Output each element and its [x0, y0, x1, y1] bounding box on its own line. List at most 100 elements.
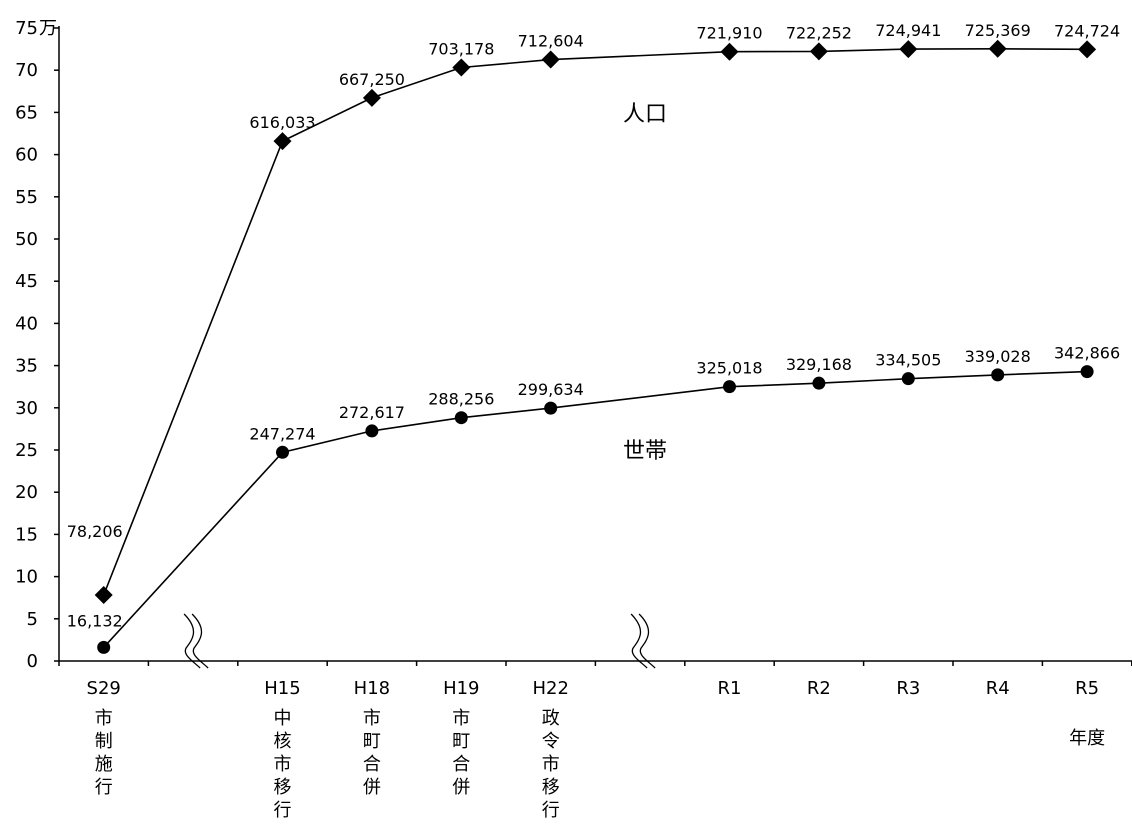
data-point — [273, 132, 292, 151]
data-point — [809, 42, 828, 61]
x-tick-label: R5 — [1075, 678, 1099, 699]
data-label: 722,252 — [786, 23, 852, 42]
y-tick-label: 75 — [15, 18, 38, 39]
data-label: 288,256 — [428, 390, 494, 409]
y-tick-label: 60 — [15, 145, 38, 166]
x-tick-label: H22 — [532, 678, 568, 699]
y-tick-label: 5 — [27, 609, 38, 630]
y-tick-label: 25 — [15, 440, 38, 461]
data-point — [1078, 40, 1097, 59]
x-tick-sublabel: 行 — [542, 800, 560, 821]
x-tick-label: R2 — [807, 678, 831, 699]
y-tick-label: 55 — [15, 187, 38, 208]
y-unit-label: 万 — [39, 18, 57, 39]
y-tick-label: 35 — [15, 356, 38, 377]
data-label: 721,910 — [696, 24, 762, 43]
x-tick-sublabel: 行 — [95, 777, 113, 798]
data-label: 725,369 — [965, 21, 1031, 40]
x-tick-sublabel: 施 — [95, 754, 113, 775]
data-point — [454, 411, 468, 425]
y-tick-label: 40 — [15, 313, 38, 334]
x-tick-sublabel: 令 — [542, 731, 560, 752]
data-point — [452, 58, 471, 77]
y-tick-label: 30 — [15, 398, 38, 419]
y-tick-label: 10 — [15, 567, 38, 588]
data-label: 325,018 — [696, 359, 762, 378]
x-tick-sublabel: 行 — [274, 800, 292, 821]
data-point — [720, 42, 739, 61]
series-line-1 — [103, 370, 1088, 648]
x-tick-sublabel: 併 — [452, 777, 470, 798]
x-tick-sublabel: 核 — [274, 731, 292, 752]
data-point — [991, 368, 1005, 382]
x-tick-sublabel: 市 — [274, 754, 292, 775]
x-tick-sublabel: 町 — [452, 731, 470, 752]
axis-break-mark — [191, 613, 209, 669]
x-tick-label: H18 — [354, 678, 390, 699]
x-tick-sublabel: 移 — [542, 777, 560, 798]
data-point — [544, 401, 558, 415]
series-line-0 — [102, 47, 1088, 596]
x-tick-label: H19 — [443, 678, 479, 699]
y-tick-label: 15 — [15, 524, 38, 545]
x-tick-sublabel: 政 — [542, 708, 560, 729]
x-tick-sublabel: 町 — [363, 731, 381, 752]
x-tick-sublabel: 制 — [95, 731, 113, 752]
x-tick-sublabel: 移 — [274, 777, 292, 798]
data-label: 703,178 — [428, 40, 494, 59]
x-tick-label: R4 — [986, 678, 1010, 699]
data-label: 724,724 — [1054, 21, 1120, 40]
axis-breaks — [183, 613, 656, 669]
data-label: 272,617 — [339, 403, 405, 422]
data-label: 299,634 — [518, 380, 584, 399]
data-label: 342,866 — [1054, 344, 1120, 363]
x-tick-sublabel: 合 — [363, 754, 381, 775]
y-tick-label: 70 — [15, 60, 38, 81]
data-label: 616,033 — [249, 113, 315, 132]
data-label: 247,274 — [249, 424, 315, 443]
data-label: 78,206 — [67, 522, 123, 541]
data-label: 16,132 — [67, 611, 123, 630]
data-point — [723, 380, 736, 394]
series-name-population: 人口 — [623, 102, 667, 127]
data-point — [365, 424, 379, 438]
y-tick-label: 45 — [15, 271, 38, 292]
data-label: 339,028 — [965, 347, 1031, 366]
axis-break-mark — [630, 613, 648, 669]
data-point — [97, 640, 111, 654]
data-label: 334,505 — [875, 351, 941, 370]
x-tick-label: H15 — [264, 678, 300, 699]
x-tick-sublabel: 市 — [452, 708, 470, 729]
data-point — [899, 40, 918, 59]
data-label: 667,250 — [339, 70, 405, 89]
x-tick-sublabel: 合 — [452, 754, 470, 775]
x-tick-sublabel: 併 — [363, 777, 381, 798]
data-point — [812, 376, 826, 390]
x-tick-label: R3 — [896, 678, 920, 699]
series-layer — [94, 39, 1097, 654]
data-label: 329,168 — [786, 355, 852, 374]
x-tick-sublabel: 市 — [95, 708, 113, 729]
series-name-households: 世帯 — [623, 439, 667, 464]
x-tick-sublabel: 市 — [363, 708, 381, 729]
data-point — [988, 39, 1007, 58]
y-tick-label: 65 — [15, 102, 38, 123]
data-point — [541, 50, 560, 69]
y-tick-label: 20 — [15, 482, 38, 503]
data-point — [1080, 365, 1094, 379]
y-tick-label: 0 — [27, 651, 38, 672]
data-point — [94, 585, 113, 604]
y-tick-label: 50 — [15, 229, 38, 250]
data-point — [901, 372, 915, 386]
data-point — [276, 445, 289, 459]
axis-break-mark — [638, 613, 656, 669]
labels-layer: 78,206 616,033 667,250 703,178 712,604 721,91… — [67, 21, 1120, 631]
data-label: 712,604 — [518, 32, 584, 51]
x-tick-sublabel: 中 — [274, 708, 292, 729]
data-point — [362, 88, 381, 107]
x-tick-sublabel: 市 — [542, 754, 560, 775]
data-label: 724,941 — [875, 21, 941, 40]
x-axis-label: 年度 — [1069, 728, 1105, 749]
